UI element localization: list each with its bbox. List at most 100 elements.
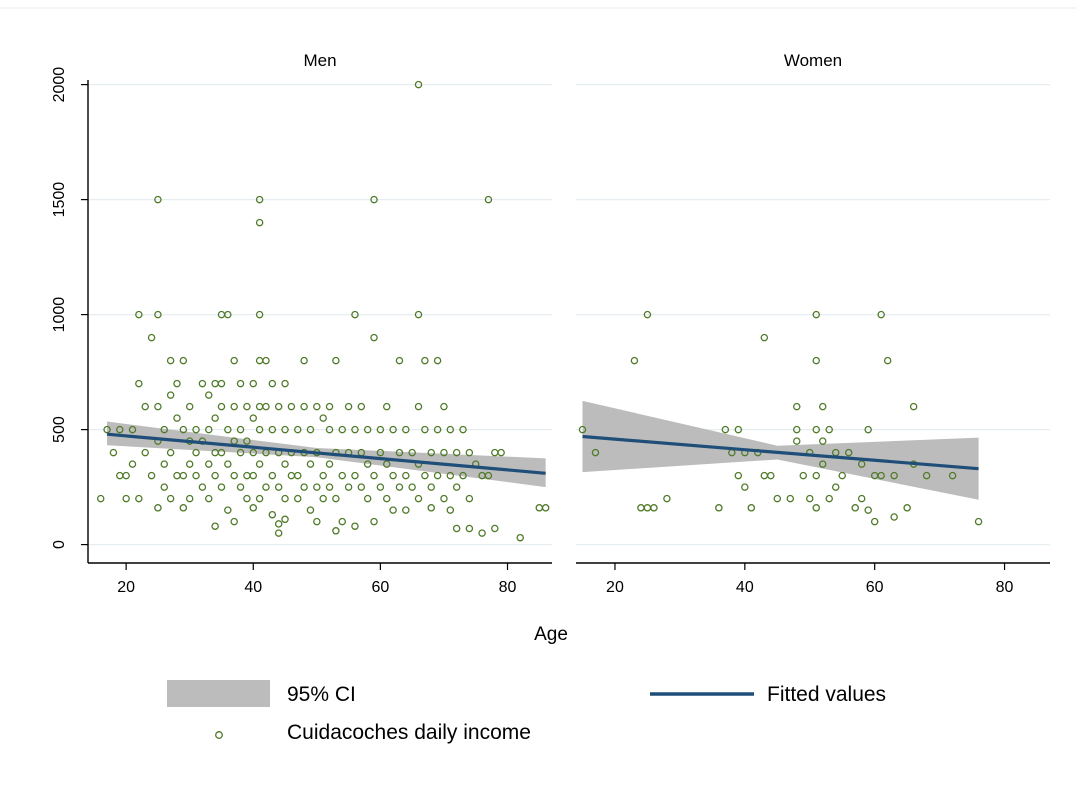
data-point (948, 471, 957, 480)
data-point (173, 379, 181, 388)
data-point (325, 402, 334, 411)
data-point (141, 402, 149, 411)
data-point (478, 529, 486, 537)
data-point (96, 494, 105, 503)
data-point (205, 460, 213, 468)
data-point (382, 494, 391, 503)
data-point (205, 425, 213, 434)
y-tick-label: 500 (51, 416, 68, 443)
data-point (166, 391, 175, 399)
data-point (160, 460, 169, 468)
data-point (147, 333, 156, 342)
data-point (236, 448, 245, 457)
data-point (135, 494, 143, 503)
data-point (363, 425, 372, 434)
panel-title: Women (784, 51, 842, 70)
data-point (734, 425, 743, 434)
data-point (465, 448, 474, 457)
data-point (433, 356, 442, 365)
data-point (287, 402, 296, 411)
x-axis-label: Age (534, 624, 568, 645)
data-point (274, 402, 283, 411)
data-point (319, 494, 327, 503)
x-tick-label: 60 (371, 579, 389, 596)
fit-line (106, 432, 546, 475)
fit-line (582, 434, 979, 471)
data-point (217, 379, 226, 388)
data-point (224, 506, 232, 514)
data-point (224, 310, 232, 319)
data-point (236, 425, 245, 434)
data-point (351, 522, 359, 530)
data-point (812, 356, 820, 365)
data-point (313, 483, 321, 491)
data-point (909, 402, 918, 411)
data-point (818, 437, 827, 445)
data-point (294, 425, 302, 434)
data-point (363, 494, 372, 503)
data-point (205, 494, 213, 503)
data-point (249, 448, 258, 457)
data-point (141, 448, 149, 457)
data-point (812, 310, 820, 319)
data-point (465, 524, 474, 533)
data-point (154, 195, 162, 204)
data-point (325, 483, 334, 491)
data-point (198, 483, 207, 491)
data-point (306, 506, 315, 514)
data-point (300, 402, 308, 411)
data-point (818, 460, 827, 468)
data-point (825, 494, 833, 503)
data-point (484, 195, 493, 204)
data-point (382, 460, 391, 468)
data-point (793, 402, 801, 411)
data-point (230, 402, 238, 411)
data-point (255, 310, 264, 319)
panel-women: Women 20 40 60 80 (576, 51, 1050, 596)
data-point (205, 391, 213, 399)
data-point (274, 529, 283, 537)
data-point (465, 494, 474, 503)
data-point (357, 483, 366, 491)
data-point (408, 448, 416, 457)
data-point (211, 522, 219, 530)
x-tick-label: 80 (499, 579, 517, 596)
data-point (173, 414, 181, 422)
data-point (344, 483, 353, 491)
data-point (857, 460, 866, 468)
panel-title: Men (303, 51, 336, 70)
data-point (281, 379, 289, 388)
data-point (192, 425, 200, 434)
data-point (351, 471, 359, 480)
data-point (427, 504, 435, 512)
data-point (211, 471, 219, 480)
data-point (243, 494, 251, 503)
data-point (459, 425, 467, 434)
data-point (230, 356, 238, 365)
data-point (395, 356, 404, 365)
data-point (255, 494, 264, 503)
data-point (262, 483, 270, 491)
data-point (160, 483, 169, 491)
data-point (974, 517, 983, 526)
data-point (338, 517, 346, 526)
data-point (255, 218, 264, 227)
data-point (192, 471, 200, 480)
data-point (630, 356, 639, 365)
data-point (268, 471, 277, 480)
data-point (786, 494, 795, 503)
data-point (325, 460, 334, 468)
data-point (255, 460, 264, 468)
data-point (812, 504, 820, 512)
data-point (217, 448, 226, 457)
data-point (370, 195, 378, 204)
data-point (179, 356, 188, 365)
legend-ci-label: 95% CI (287, 683, 356, 706)
data-point (389, 425, 397, 434)
data-point (650, 504, 658, 512)
data-point (877, 310, 885, 319)
y-tick-label: 1500 (51, 182, 68, 218)
data-point (166, 448, 175, 457)
data-point (793, 425, 801, 434)
data-point (812, 471, 820, 480)
